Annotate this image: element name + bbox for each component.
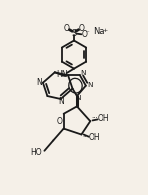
Text: OH: OH [98,114,109,123]
Text: S: S [71,29,77,38]
Text: N: N [87,82,93,88]
Text: O: O [56,117,62,126]
Text: N: N [76,95,81,101]
Text: Na: Na [93,27,105,36]
Text: N: N [36,78,42,87]
Text: ⋅⋅⋅: ⋅⋅⋅ [91,115,98,121]
Text: N: N [80,70,86,76]
Text: ⋅⋅⋅: ⋅⋅⋅ [82,134,89,140]
Text: HO: HO [30,148,42,157]
Text: HN: HN [56,70,68,79]
Text: N: N [59,97,64,106]
Text: O: O [64,24,70,33]
Text: O: O [78,24,84,33]
Text: O: O [81,30,87,39]
Text: +: + [102,28,108,33]
Text: ⁻: ⁻ [86,30,90,36]
Text: OH: OH [89,133,100,142]
